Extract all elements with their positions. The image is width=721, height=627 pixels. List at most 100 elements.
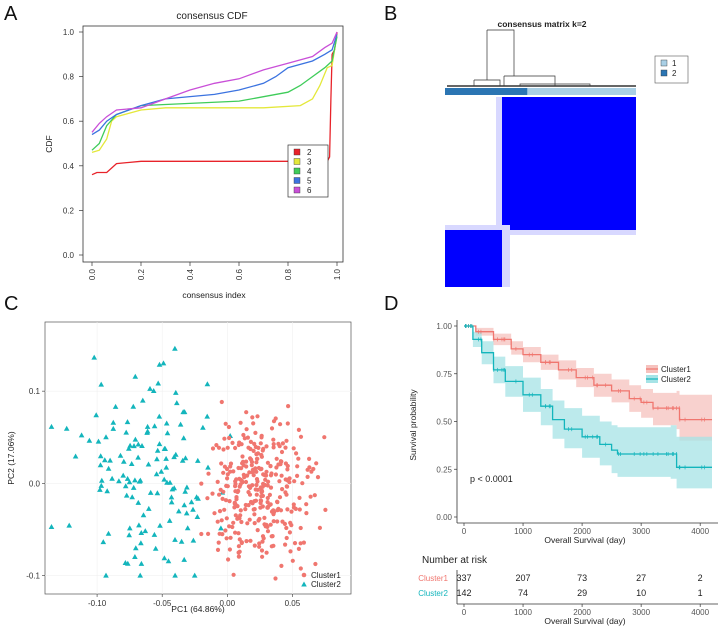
risk-x-tick-label: 3000 (632, 608, 650, 617)
cluster1-point (298, 434, 304, 439)
cluster1-point (222, 507, 227, 512)
cluster2-point (126, 532, 132, 538)
cluster1-point (298, 566, 303, 571)
cluster1-point (237, 537, 242, 542)
cluster1-point (297, 507, 302, 512)
cluster1-point (236, 554, 241, 559)
cluster1-point (296, 427, 301, 432)
y-tick-label: 0.4 (63, 162, 75, 171)
cluster1-point (296, 546, 301, 552)
x-tick-label: 3000 (632, 527, 650, 536)
cluster1-point (219, 518, 224, 523)
y-tick-label: 1.00 (436, 322, 452, 331)
cluster2-point (105, 530, 112, 536)
cluster2-point (130, 484, 137, 490)
cluster1-point (223, 498, 229, 503)
heatmap-block-cluster1 (502, 97, 636, 230)
cluster2-point (204, 413, 210, 419)
cluster1-point (233, 530, 238, 535)
cluster2-point (188, 499, 195, 505)
cluster1-point (274, 456, 279, 461)
cluster1-point (269, 534, 274, 539)
cluster1-point (285, 467, 290, 472)
cluster2-point (97, 462, 104, 468)
cluster1-point (260, 493, 265, 498)
x-tick-label: 0.4 (186, 268, 195, 280)
cluster1-point (304, 510, 309, 516)
cluster1-point (271, 445, 276, 450)
cluster2-point (194, 514, 201, 519)
cdf-line-k4 (91, 36, 338, 151)
cluster2-point (138, 530, 145, 535)
cluster1-point (256, 445, 261, 450)
cluster2-point (181, 502, 188, 508)
cluster2-point (146, 505, 152, 511)
cluster1-point (224, 466, 230, 472)
cluster1-point (244, 459, 249, 464)
legend-label: 6 (307, 186, 312, 195)
cluster1-point (252, 521, 257, 526)
cluster2-point (133, 545, 139, 551)
x-axis-label: Overall Survival (day) (544, 535, 625, 545)
cluster1-point (265, 483, 270, 488)
y-tick-label: 0.8 (63, 73, 75, 82)
dendrogram-branch (486, 29, 515, 80)
cluster1-point (258, 485, 263, 490)
cluster1-point (279, 563, 284, 569)
y-tick-label: 0.50 (436, 418, 452, 427)
cluster1-point (251, 421, 256, 426)
cluster1-point (252, 441, 257, 446)
cluster1-point (254, 469, 259, 474)
cluster1-point (239, 519, 244, 525)
legend-marker (301, 572, 307, 578)
cluster1-point (233, 445, 238, 451)
y-axis-label: PC2 (17.06%) (6, 431, 16, 485)
cluster2-point (161, 555, 168, 561)
cluster2-point (98, 482, 105, 488)
cluster1-point (219, 399, 224, 405)
cluster2-point (128, 461, 135, 466)
cluster1-point (264, 550, 269, 555)
cluster1-point (249, 463, 254, 468)
risk-row-label: Cluster2 (418, 589, 448, 598)
cluster1-point (255, 414, 260, 419)
cluster1-point (221, 447, 226, 452)
cluster2-point (137, 477, 144, 483)
cluster1-point (231, 572, 236, 577)
cluster2-point (178, 538, 185, 544)
cluster2-point (163, 455, 169, 461)
cluster2-point (138, 560, 145, 566)
cluster1-point (260, 554, 265, 559)
cluster2-point (205, 464, 211, 470)
cluster1-point (254, 460, 259, 465)
cluster1-point (284, 535, 289, 541)
cluster2-point (103, 434, 109, 440)
cluster1-point (205, 496, 210, 501)
cluster1-point (278, 422, 283, 427)
cluster2-point (154, 456, 160, 462)
cluster2-point (48, 524, 55, 529)
cluster2-point (137, 572, 143, 578)
cluster1-point (295, 464, 300, 469)
cluster2-point (135, 441, 142, 447)
cluster2-point (130, 403, 137, 409)
cluster1-point (244, 539, 249, 544)
risk-table-title: Number at risk (422, 555, 488, 566)
cluster2-point (100, 539, 107, 545)
cluster1-point (301, 540, 306, 545)
cluster1-point (231, 520, 236, 525)
cluster1-point (255, 479, 260, 484)
cluster1-point (224, 536, 229, 541)
cluster1-point (240, 459, 246, 464)
cluster1-point (255, 456, 260, 461)
y-tick-label: 0.0 (29, 479, 41, 488)
legend-swatch (293, 177, 301, 184)
cluster1-point (265, 460, 270, 465)
consensus-matrix-heatmap: consensus matrix k=2 12 (445, 19, 689, 287)
cluster1-point (248, 499, 254, 505)
cluster2-point (172, 536, 178, 542)
cluster1-point (308, 494, 313, 499)
cluster2-point (164, 479, 170, 485)
plot-frame (44, 321, 352, 595)
cluster2-point (78, 432, 85, 438)
